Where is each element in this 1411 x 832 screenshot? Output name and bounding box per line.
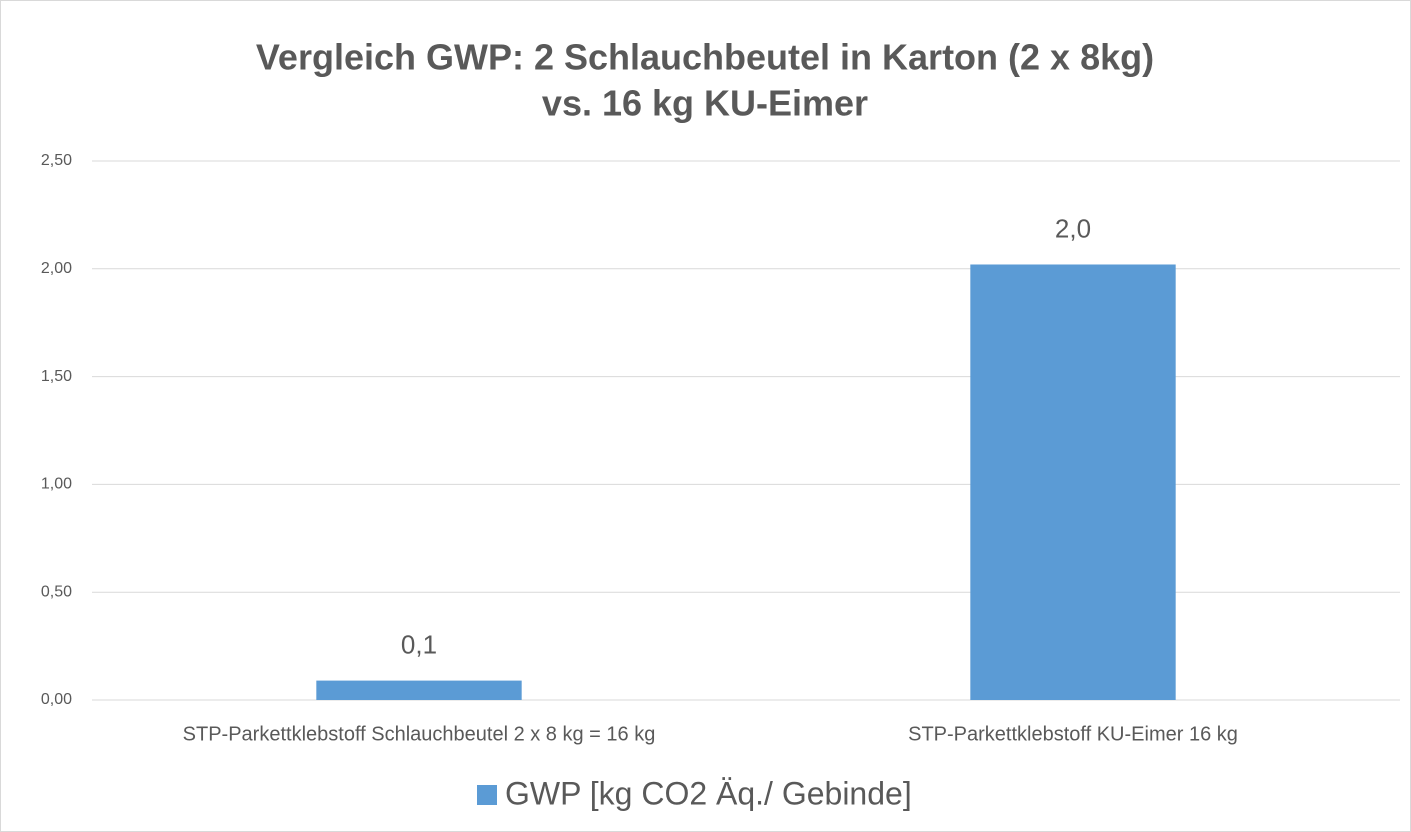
y-tick-label: 2,50 xyxy=(41,152,72,169)
bar xyxy=(970,264,1176,700)
x-tick-label: STP-Parkettklebstoff Schlauchbeutel 2 x … xyxy=(183,723,656,745)
data-label: 0,1 xyxy=(401,629,437,659)
y-tick-label: 0,50 xyxy=(41,583,72,600)
legend-label: GWP [kg CO2 Äq./ Gebinde] xyxy=(505,775,912,811)
y-tick-label: 1,50 xyxy=(41,368,72,385)
y-tick-label: 2,00 xyxy=(41,260,72,277)
bar xyxy=(316,680,522,700)
data-label: 2,0 xyxy=(1055,213,1091,243)
x-tick-label: STP-Parkettklebstoff KU-Eimer 16 kg xyxy=(908,723,1238,745)
y-tick-label: 1,00 xyxy=(41,476,72,493)
chart-title: Vergleich GWP: 2 Schlauchbeutel in Karto… xyxy=(256,37,1154,78)
legend-swatch xyxy=(477,785,497,805)
chart-title: vs. 16 kg KU-Eimer xyxy=(542,83,868,124)
y-tick-label: 0,00 xyxy=(41,691,72,708)
